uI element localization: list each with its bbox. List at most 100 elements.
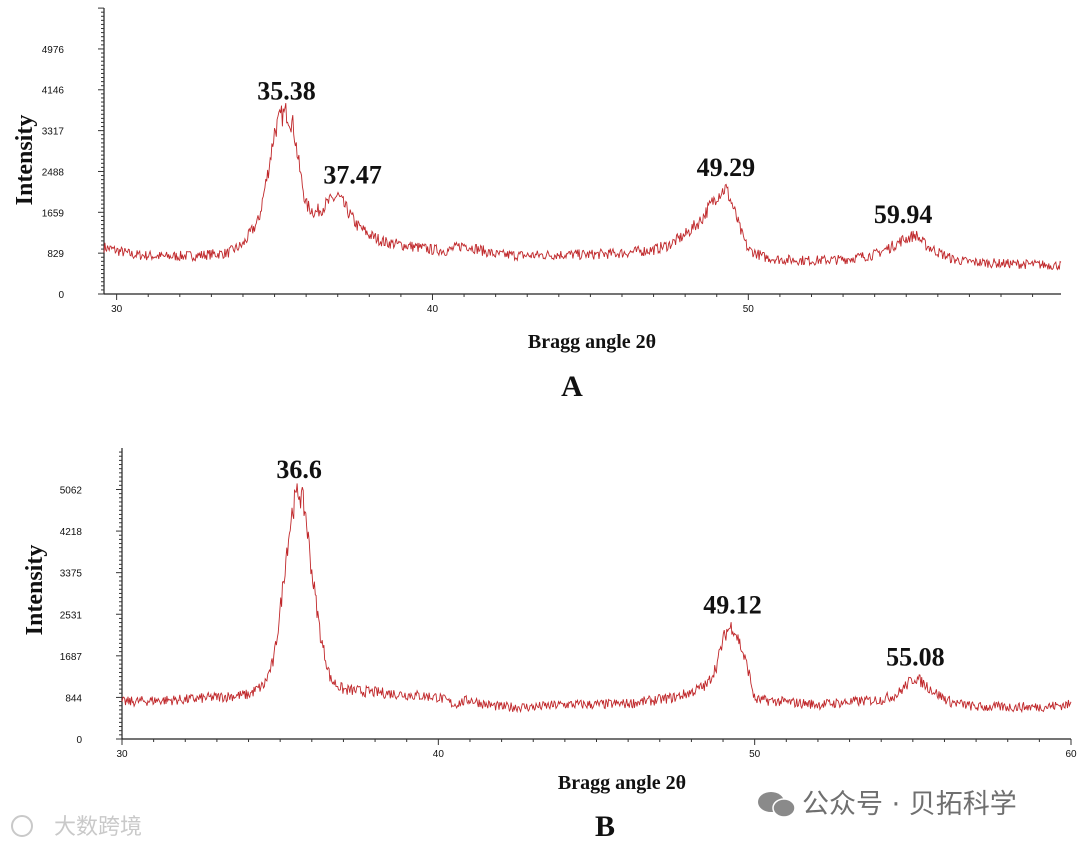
panel-a-data-point [710, 205, 711, 206]
panel-b-data-point [374, 692, 375, 693]
panel-b-data-point [286, 551, 287, 552]
panel-a-x-tick-label: 40 [427, 304, 439, 315]
panel-b-data-point [817, 704, 818, 705]
panel-a-data-point [356, 224, 357, 225]
panel-a-data-point [432, 249, 433, 250]
panel-a-data-point [369, 234, 370, 235]
panel-b-data-point [248, 694, 249, 695]
panel-b-data-point [906, 684, 907, 685]
panel-b-data-point [485, 704, 486, 705]
panel-a-data-point [384, 242, 385, 243]
panel-b-data-point [748, 669, 749, 670]
panel-b-peak-label: 55.08 [886, 642, 945, 671]
panel-a-y-tick-label: 4146 [42, 86, 65, 97]
panel-b-data-point [628, 703, 629, 704]
panel-a-data-point [811, 260, 812, 261]
panel-b-y-axis-label: Intensity [22, 545, 48, 636]
panel-a-data-point [347, 210, 348, 211]
panel-b-data-point [1070, 704, 1071, 705]
panel-a-peak-label: 49.29 [697, 153, 756, 182]
panel-a-axes [98, 7, 1061, 300]
panel-b-data-point [1039, 706, 1040, 707]
panel-a-data-point [953, 259, 954, 260]
panel-a-peak-label: 35.38 [257, 77, 316, 106]
panel-a-x-tick-label: 30 [111, 304, 123, 315]
panel-a-data-point [103, 247, 104, 248]
panel-a-data-point [463, 244, 464, 245]
watermark-left-text: 大数跨境 [54, 815, 142, 840]
panel-a-label: A [561, 370, 583, 403]
panel-b-data-point [343, 689, 344, 690]
panel-b-data-point [849, 701, 850, 702]
panel-a-y-tick-label: 3317 [42, 127, 65, 138]
panel-b-annotations: 36.6 49.12 55.08 [276, 455, 944, 671]
panel-b-data-point [726, 630, 727, 631]
panel-a-data-point [132, 254, 133, 255]
panel-b-data-point [311, 571, 312, 572]
panel-a-data-point [937, 252, 938, 253]
panel-a-data-point [306, 205, 307, 206]
panel-a-data-point [299, 170, 300, 171]
panel-a-data-point [700, 219, 701, 220]
panel-a-data-point [902, 239, 903, 240]
panel-a-peak-label: 59.94 [874, 200, 933, 229]
panel-a-data-point [653, 249, 654, 250]
panel-a-data-point [195, 255, 196, 256]
panel-a-y-axis-label: Intensity [12, 115, 38, 206]
panel-a-y-tick-label: 4976 [42, 45, 65, 56]
panel-b-peak-label: 36.6 [276, 455, 322, 484]
panel-a-data-point [337, 195, 338, 196]
panel-a-data-point [725, 187, 726, 188]
panel-b-series-line [121, 483, 1072, 714]
panel-b-data-point [564, 704, 565, 705]
panel-b-data-point [292, 507, 293, 508]
panel-a-data-point [227, 253, 228, 254]
panel-a-data-point [258, 219, 259, 220]
panel-a-series [103, 103, 1062, 271]
panel-b-y-tick-label: 3375 [60, 569, 83, 580]
panel-a-data-point [400, 244, 401, 245]
panel-a-data-point [874, 254, 875, 255]
panel-a-chart: 30 40 50 0 829 1659 2488 3317 4146 4976 35.38 37.4… [12, 7, 1062, 403]
panel-b-data-point [925, 684, 926, 685]
panel-b-x-tick-label: 60 [1065, 749, 1077, 760]
panel-a-data-point [242, 244, 243, 245]
panel-a-x-axis-label: Bragg angle 2θ [528, 331, 656, 353]
panel-a-data-point [1032, 264, 1033, 265]
panel-a-data-point [495, 254, 496, 255]
watermark-right-text: 公众号 · 贝拓科学 [802, 789, 1017, 820]
panel-b-data-point [738, 640, 739, 641]
panel-b-y-tick-label: 844 [65, 693, 82, 704]
panel-b-data-point [438, 697, 439, 698]
panel-b-data-point [533, 706, 534, 707]
wechat-icon [758, 792, 796, 818]
panel-b-data-point [121, 701, 122, 702]
panel-b-chart: 30 40 50 60 0 844 1687 2531 3375 4218 5062 36.6 49.… [22, 448, 1077, 843]
panel-b-y-tick-label: 0 [76, 735, 82, 746]
panel-b-data-point [406, 694, 407, 695]
panel-b-data-point [675, 697, 676, 698]
panel-b-data-point [330, 679, 331, 680]
panel-a-data-point [163, 256, 164, 257]
panel-a-data-point [890, 247, 891, 248]
panel-b-x-axis-label: Bragg angle 2θ [558, 772, 686, 794]
panel-b-series [121, 483, 1072, 714]
panel-b-data-point [501, 706, 502, 707]
panel-b-y-tick-label: 2531 [60, 610, 83, 621]
panel-b-y-tick-label: 4218 [60, 527, 83, 538]
panel-b-data-point [754, 699, 755, 700]
panel-b-data-point [321, 640, 322, 641]
panel-b-y-tick-label: 1687 [60, 652, 83, 663]
panel-a-data-point [558, 254, 559, 255]
panel-b-data-point [659, 699, 660, 700]
panel-a-data-point [286, 111, 287, 112]
panel-a-y-tick-label: 0 [58, 290, 64, 301]
panel-b-label: B [595, 810, 615, 843]
panel-b-data-point [691, 692, 692, 693]
panel-a-x-tick-label: 50 [743, 304, 755, 315]
panel-a-data-point [764, 256, 765, 257]
panel-b-data-point [896, 694, 897, 695]
panel-b-data-point [938, 694, 939, 695]
panel-a-data-point [669, 244, 670, 245]
panel-b-x-tick-label: 50 [749, 749, 761, 760]
